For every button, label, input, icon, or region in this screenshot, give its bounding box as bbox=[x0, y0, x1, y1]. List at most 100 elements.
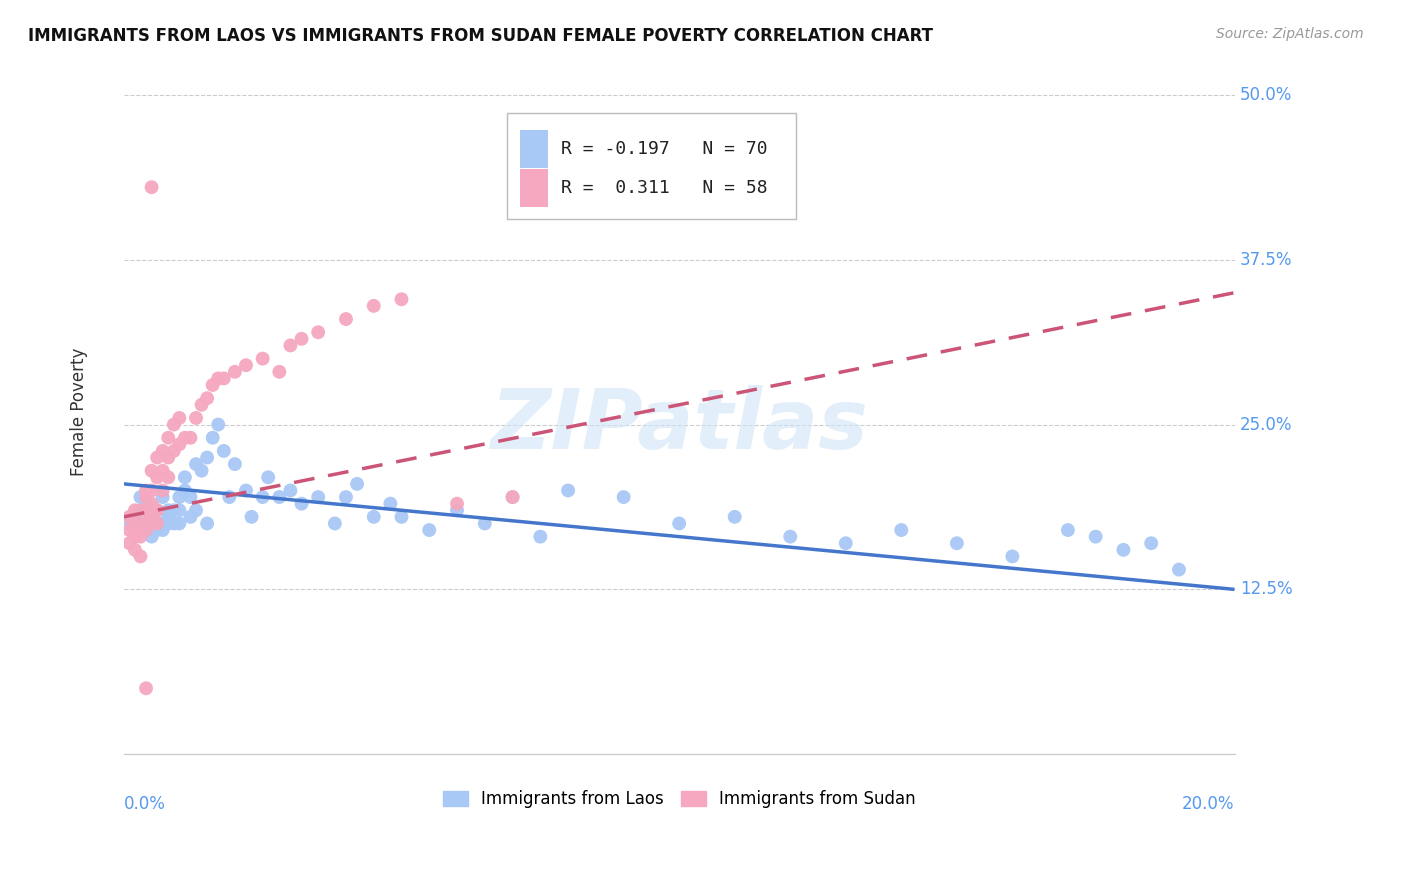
Point bbox=[235, 483, 257, 498]
Point bbox=[224, 457, 246, 471]
Text: 50.0%: 50.0% bbox=[1240, 86, 1292, 103]
Text: Source: ZipAtlas.com: Source: ZipAtlas.com bbox=[1216, 27, 1364, 41]
Point bbox=[184, 503, 207, 517]
Point bbox=[157, 431, 180, 445]
Point bbox=[668, 516, 690, 531]
Point bbox=[124, 516, 146, 531]
Point bbox=[135, 681, 157, 696]
Point bbox=[146, 503, 169, 517]
Point bbox=[474, 516, 496, 531]
Point bbox=[141, 503, 163, 517]
Point bbox=[335, 312, 357, 326]
Text: 37.5%: 37.5% bbox=[1240, 251, 1292, 268]
Point bbox=[218, 490, 240, 504]
Point bbox=[502, 490, 524, 504]
Point bbox=[280, 483, 302, 498]
Point bbox=[502, 490, 524, 504]
Point bbox=[1140, 536, 1163, 550]
Point bbox=[240, 509, 263, 524]
Point bbox=[179, 490, 201, 504]
Point bbox=[152, 490, 174, 504]
FancyBboxPatch shape bbox=[508, 113, 796, 219]
Text: R = -0.197   N = 70: R = -0.197 N = 70 bbox=[561, 140, 768, 158]
Point bbox=[157, 503, 180, 517]
Point bbox=[363, 299, 385, 313]
Point bbox=[118, 509, 141, 524]
Point bbox=[129, 490, 152, 504]
Point bbox=[835, 536, 858, 550]
Point bbox=[269, 490, 291, 504]
Point bbox=[446, 503, 468, 517]
Point bbox=[118, 516, 141, 531]
Point bbox=[141, 530, 163, 544]
Point bbox=[157, 450, 180, 465]
Point bbox=[141, 464, 163, 478]
Point bbox=[252, 351, 274, 366]
Point bbox=[207, 417, 229, 432]
Point bbox=[157, 509, 180, 524]
Point bbox=[174, 431, 197, 445]
Point bbox=[890, 523, 912, 537]
Point bbox=[446, 497, 468, 511]
Point bbox=[391, 509, 413, 524]
Point bbox=[124, 530, 146, 544]
Bar bbox=[520, 130, 548, 168]
Point bbox=[190, 464, 212, 478]
Point bbox=[135, 516, 157, 531]
Point bbox=[169, 411, 191, 425]
Point bbox=[252, 490, 274, 504]
Point bbox=[129, 523, 152, 537]
Point bbox=[280, 338, 302, 352]
Point bbox=[163, 444, 186, 458]
Point bbox=[174, 470, 197, 484]
Point bbox=[195, 516, 218, 531]
Point bbox=[163, 503, 186, 517]
Bar bbox=[520, 169, 548, 207]
Point bbox=[129, 503, 152, 517]
Point bbox=[363, 509, 385, 524]
Point bbox=[179, 431, 201, 445]
Text: Female Poverty: Female Poverty bbox=[70, 347, 89, 475]
Text: 0.0%: 0.0% bbox=[124, 796, 166, 814]
Text: 20.0%: 20.0% bbox=[1182, 796, 1234, 814]
Point bbox=[124, 542, 146, 557]
Point bbox=[135, 483, 157, 498]
Point bbox=[201, 431, 224, 445]
Point bbox=[169, 516, 191, 531]
Point bbox=[1057, 523, 1080, 537]
Point bbox=[207, 371, 229, 385]
Point bbox=[141, 180, 163, 194]
Point bbox=[152, 483, 174, 498]
Point bbox=[124, 503, 146, 517]
Point bbox=[212, 371, 235, 385]
Point bbox=[135, 523, 157, 537]
Point bbox=[135, 497, 157, 511]
Point bbox=[129, 549, 152, 564]
Point bbox=[212, 444, 235, 458]
Point bbox=[179, 509, 201, 524]
Point bbox=[1112, 542, 1135, 557]
Point bbox=[169, 503, 191, 517]
Point bbox=[135, 503, 157, 517]
Point bbox=[174, 483, 197, 498]
Point bbox=[335, 490, 357, 504]
Point bbox=[157, 470, 180, 484]
Point bbox=[307, 325, 329, 339]
Point bbox=[146, 516, 169, 531]
Point bbox=[146, 516, 169, 531]
Point bbox=[1084, 530, 1107, 544]
Point bbox=[129, 503, 152, 517]
Point bbox=[157, 516, 180, 531]
Point bbox=[141, 497, 163, 511]
Point bbox=[418, 523, 440, 537]
Text: 25.0%: 25.0% bbox=[1240, 416, 1292, 434]
Point bbox=[141, 509, 163, 524]
Point bbox=[224, 365, 246, 379]
Point bbox=[613, 490, 636, 504]
Point bbox=[135, 516, 157, 531]
Point bbox=[257, 470, 280, 484]
Point bbox=[235, 358, 257, 372]
Point bbox=[169, 437, 191, 451]
Point bbox=[141, 516, 163, 531]
Point bbox=[184, 411, 207, 425]
